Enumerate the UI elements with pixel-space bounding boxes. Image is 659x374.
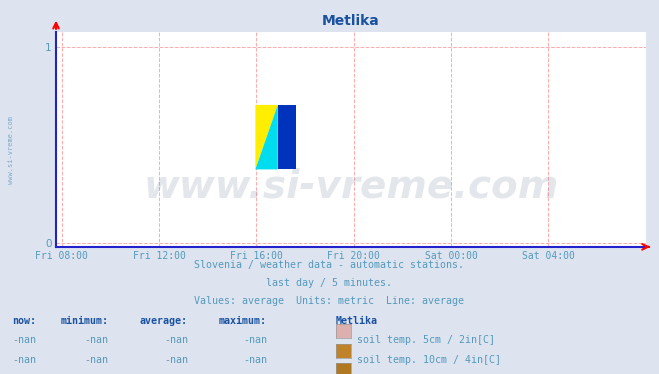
Text: maximum:: maximum: [219, 316, 267, 326]
Text: www.si-vreme.com: www.si-vreme.com [8, 116, 14, 184]
Text: soil temp. 10cm / 4in[C]: soil temp. 10cm / 4in[C] [357, 355, 501, 365]
Text: -nan: -nan [13, 335, 36, 346]
Text: Slovenia / weather data - automatic stations.: Slovenia / weather data - automatic stat… [194, 260, 465, 270]
Text: average:: average: [140, 316, 188, 326]
Text: soil temp. 5cm / 2in[C]: soil temp. 5cm / 2in[C] [357, 335, 495, 346]
Text: -nan: -nan [13, 355, 36, 365]
Polygon shape [256, 105, 278, 169]
Text: -nan: -nan [243, 335, 267, 346]
Text: www.si-vreme.com: www.si-vreme.com [143, 168, 559, 206]
Polygon shape [256, 105, 278, 169]
Text: Metlika: Metlika [336, 316, 378, 326]
Text: now:: now: [13, 316, 36, 326]
Text: -nan: -nan [85, 335, 109, 346]
Text: -nan: -nan [243, 355, 267, 365]
Text: -nan: -nan [85, 355, 109, 365]
Text: minimum:: minimum: [61, 316, 109, 326]
Text: last day / 5 minutes.: last day / 5 minutes. [266, 278, 393, 288]
FancyBboxPatch shape [278, 105, 296, 169]
Text: -nan: -nan [164, 335, 188, 346]
Text: Values: average  Units: metric  Line: average: Values: average Units: metric Line: aver… [194, 296, 465, 306]
Title: Metlika: Metlika [322, 14, 380, 28]
Text: -nan: -nan [164, 355, 188, 365]
